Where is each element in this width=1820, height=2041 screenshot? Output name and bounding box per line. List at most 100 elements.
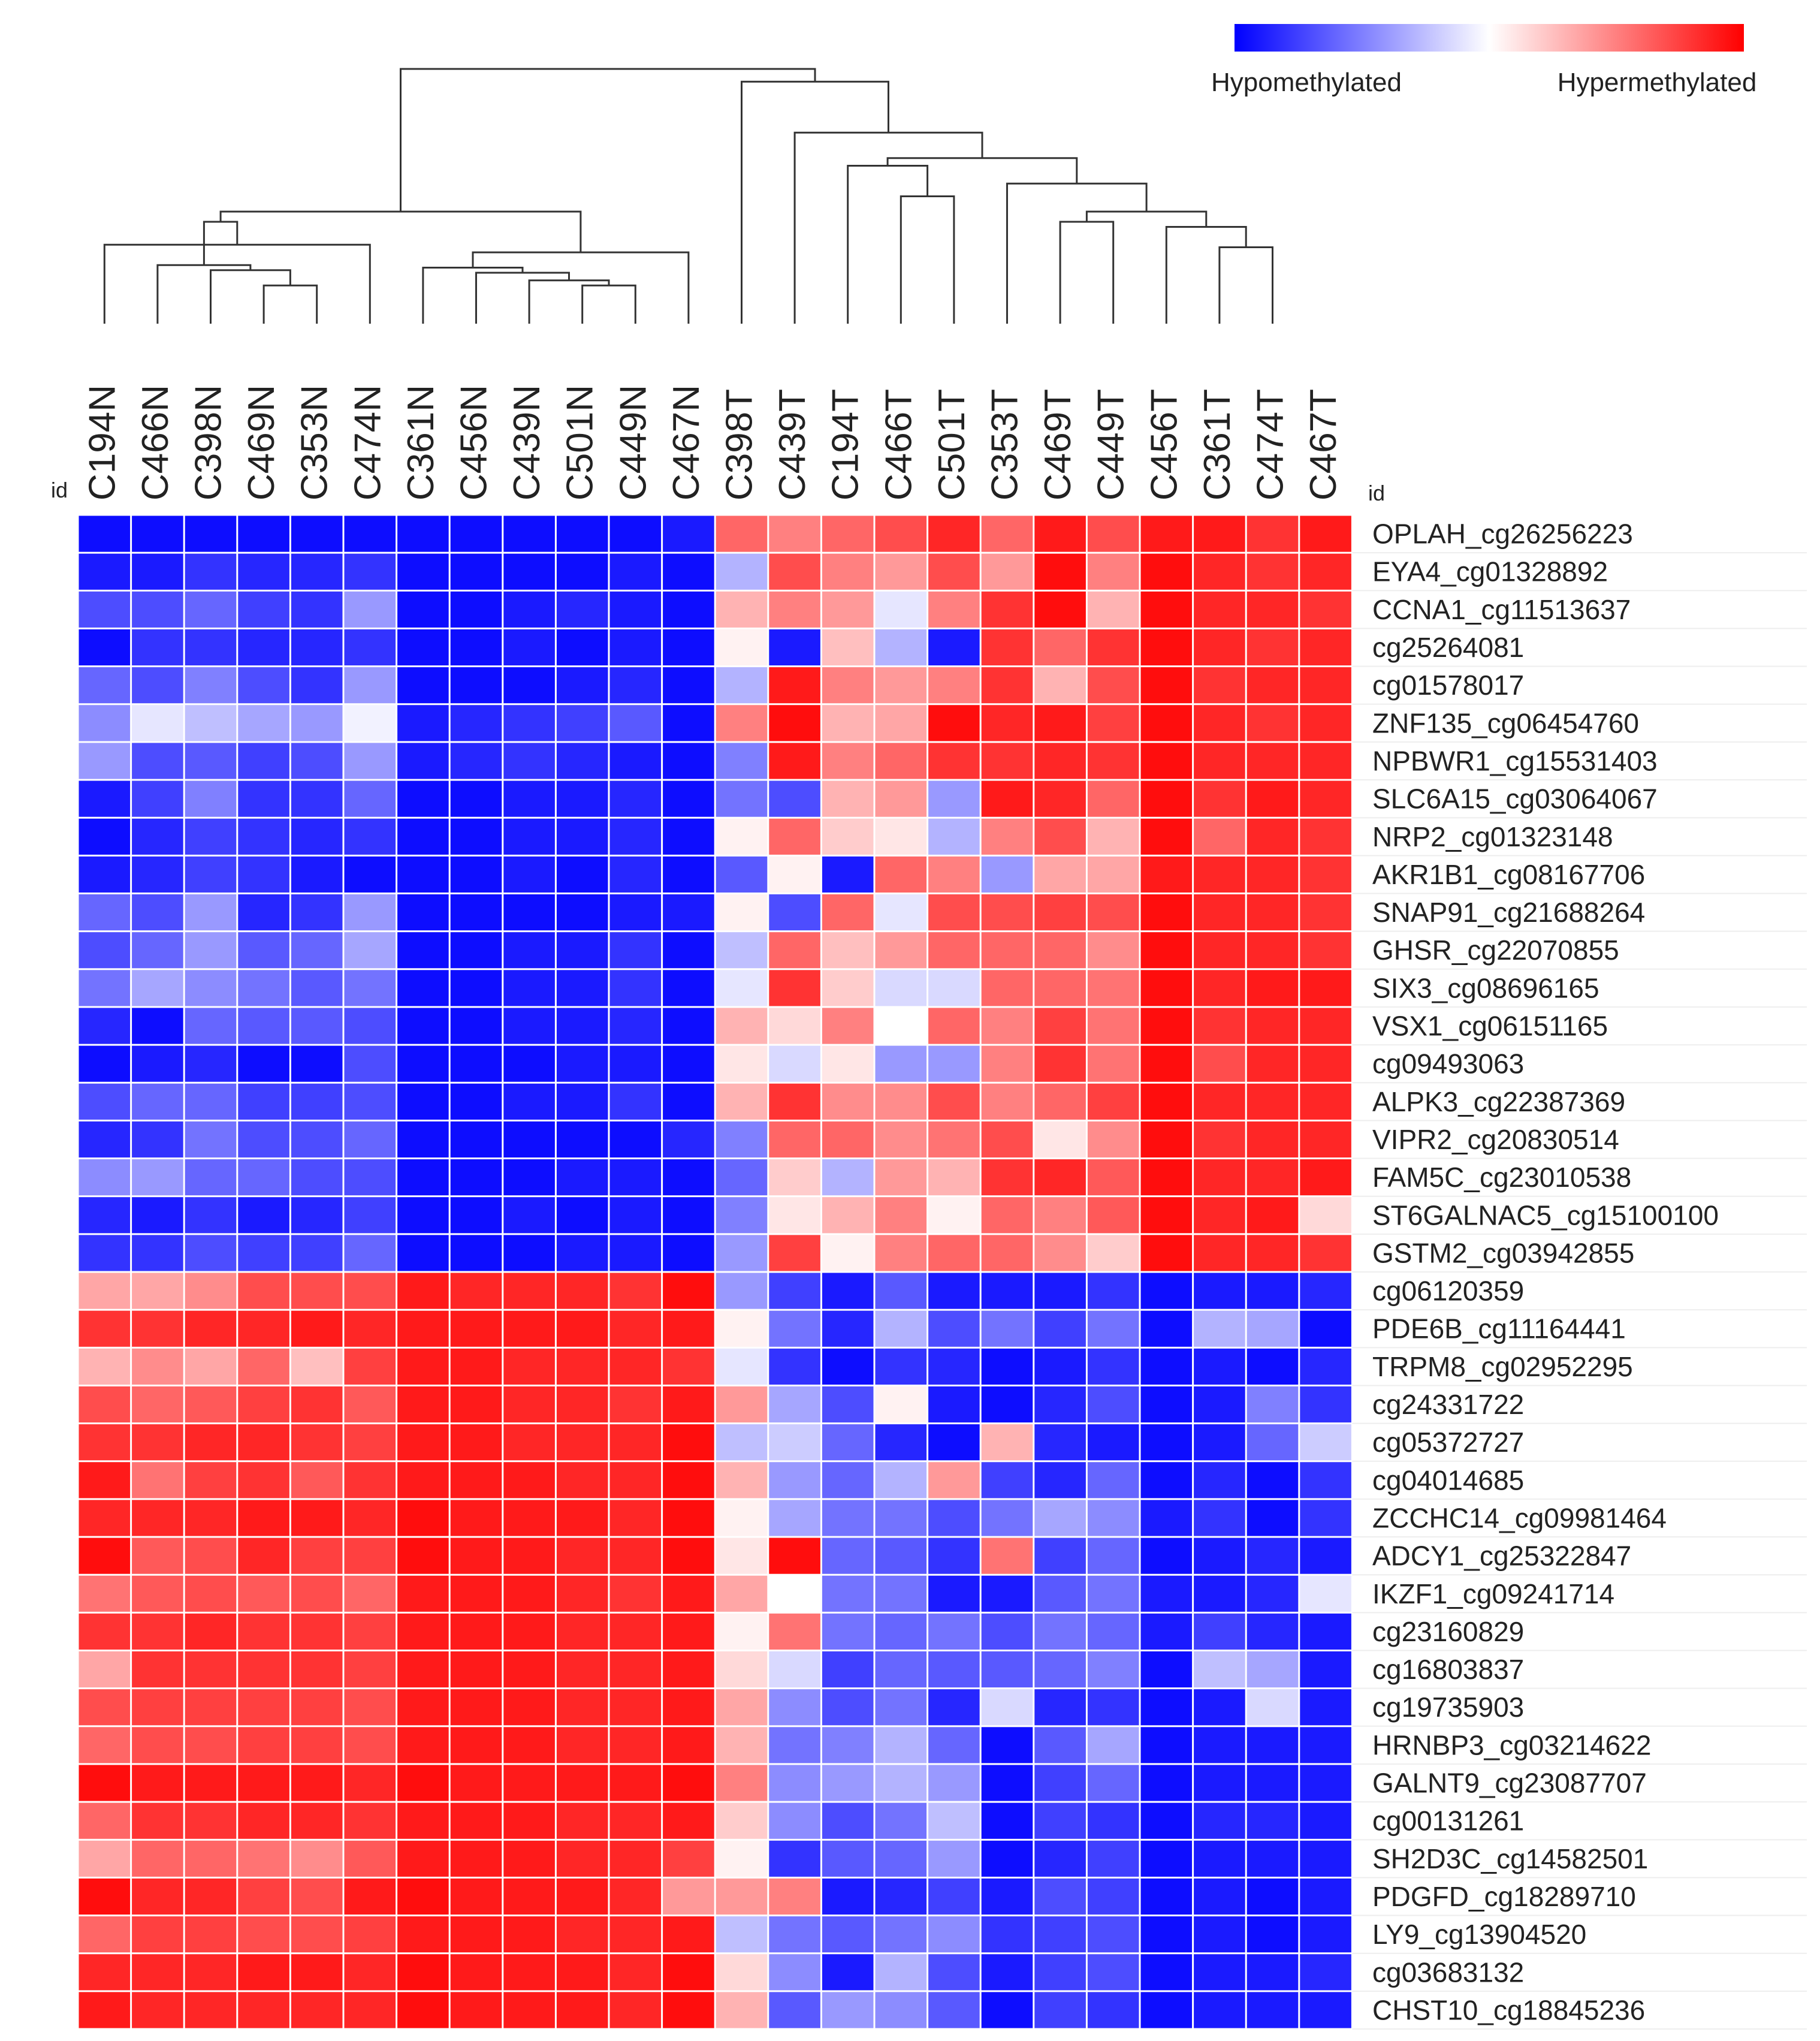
heatmap-cell	[503, 894, 555, 931]
heatmap-cell	[663, 1045, 714, 1082]
heatmap-cell	[928, 856, 980, 893]
heatmap-cell	[981, 818, 1033, 855]
heatmap-cell	[1194, 1916, 1245, 1953]
row-label: cg06120359	[1372, 1276, 1524, 1307]
heatmap-cell	[344, 1613, 396, 1650]
heatmap-cell	[291, 1727, 343, 1763]
heatmap-cell	[79, 667, 131, 704]
heatmap-cell	[928, 591, 980, 628]
heatmap-cell	[928, 1916, 980, 1953]
heatmap-cell	[1300, 1424, 1351, 1461]
row-label: IKZF1_cg09241714	[1372, 1578, 1614, 1609]
row-label: ADCY1_cg25322847	[1372, 1540, 1631, 1572]
heatmap-cell	[503, 1802, 555, 1839]
heatmap-cell	[1034, 1386, 1086, 1423]
column-label: C467T	[1303, 389, 1344, 501]
heatmap-cell	[556, 932, 608, 969]
heatmap-cell	[981, 705, 1033, 741]
heatmap-cell	[1194, 780, 1245, 817]
row-label: TRPM8_cg02952295	[1372, 1351, 1633, 1382]
heatmap-cell	[291, 705, 343, 741]
heatmap-cell	[344, 1386, 396, 1423]
heatmap-cell	[1034, 591, 1086, 628]
heatmap-cell	[1087, 1840, 1139, 1877]
heatmap-cell	[291, 1878, 343, 1915]
heatmap-cell	[769, 1500, 820, 1536]
column-label: C353T	[985, 389, 1026, 501]
heatmap-cell	[928, 1273, 980, 1309]
heatmap-cell	[928, 1500, 980, 1536]
dendrogram-branch	[1165, 226, 1247, 324]
heatmap-cell	[132, 553, 183, 590]
heatmap-cell	[822, 515, 874, 552]
row-label: cg04014685	[1372, 1464, 1524, 1496]
heatmap-cell	[875, 932, 927, 969]
heatmap-cell	[1034, 894, 1086, 931]
heatmap-cell	[344, 515, 396, 552]
heatmap-cell	[185, 1008, 237, 1044]
row-label: cg03683132	[1372, 1956, 1524, 1988]
heatmap-cell	[981, 515, 1033, 552]
heatmap-cell	[1034, 818, 1086, 855]
heatmap-cell	[1194, 1802, 1245, 1839]
heatmap-cell	[1087, 1462, 1139, 1499]
heatmap-cell	[822, 1537, 874, 1574]
heatmap-cell	[1087, 1310, 1139, 1347]
heatmap-cell	[556, 970, 608, 1006]
heatmap-cell	[397, 629, 449, 666]
heatmap-cell	[450, 818, 502, 855]
heatmap-cell	[503, 1689, 555, 1726]
heatmap-cell	[1194, 705, 1245, 741]
heatmap-cell	[1194, 1008, 1245, 1044]
heatmap-cell	[609, 818, 662, 855]
heatmap-cell	[928, 1651, 980, 1688]
heatmap-cell	[1034, 1689, 1086, 1726]
heatmap-cell	[291, 894, 343, 931]
heatmap-cell	[185, 1840, 237, 1877]
heatmap-cell	[1087, 818, 1139, 855]
heatmap-cell	[397, 856, 449, 893]
heatmap-cell	[503, 1878, 555, 1915]
heatmap-cell	[132, 818, 183, 855]
heatmap-cell	[132, 1159, 183, 1196]
heatmap-cell	[1300, 970, 1351, 1006]
heatmap-cell	[450, 1197, 502, 1234]
heatmap-cell	[291, 1310, 343, 1347]
heatmap-cell	[1140, 515, 1193, 552]
heatmap-cell	[769, 1802, 820, 1839]
heatmap-cell	[185, 1537, 237, 1574]
heatmap-cell	[556, 743, 608, 779]
heatmap-cell	[132, 894, 183, 931]
heatmap-cell	[503, 932, 555, 969]
heatmap-cell	[716, 743, 768, 779]
heatmap-cell	[663, 705, 714, 741]
heatmap-cell	[238, 705, 289, 741]
heatmap-cell	[79, 591, 131, 628]
heatmap-cell	[1087, 629, 1139, 666]
heatmap-cell	[1140, 629, 1193, 666]
heatmap-cell	[291, 1348, 343, 1385]
heatmap-cell	[928, 1575, 980, 1612]
heatmap-cell	[716, 1689, 768, 1726]
heatmap-cell	[928, 1083, 980, 1120]
heatmap-cell	[556, 1954, 608, 1991]
heatmap-cell	[769, 780, 820, 817]
heatmap-cell	[132, 932, 183, 969]
heatmap-cell	[1194, 1159, 1245, 1196]
heatmap-cell	[503, 1500, 555, 1536]
heatmap-cell	[79, 1273, 131, 1309]
heatmap-cell	[185, 705, 237, 741]
heatmap-cell	[609, 1159, 662, 1196]
heatmap-cell	[450, 1765, 502, 1801]
heatmap-cell	[609, 1121, 662, 1158]
heatmap-cell	[185, 629, 237, 666]
heatmap-cell	[185, 1613, 237, 1650]
heatmap-cell	[875, 1273, 927, 1309]
heatmap-cell	[1194, 629, 1245, 666]
heatmap-cell	[609, 1878, 662, 1915]
heatmap-cell	[609, 1500, 662, 1536]
heatmap-cell	[450, 591, 502, 628]
heatmap-cell	[556, 780, 608, 817]
heatmap-cell	[185, 1878, 237, 1915]
heatmap-cell	[503, 591, 555, 628]
